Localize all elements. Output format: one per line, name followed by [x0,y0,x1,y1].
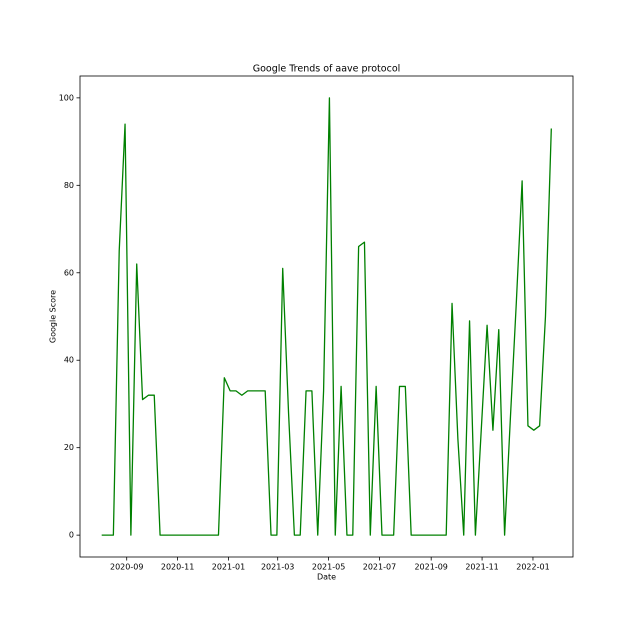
x-tick-label: 2020-11 [161,563,194,572]
x-tick-label: 2021-01 [212,563,245,572]
y-tick-label: 40 [64,356,74,365]
x-tick-label: 2021-09 [414,563,447,572]
line [101,97,552,536]
x-tick-label: 2021-11 [465,563,498,572]
x-tick-label: 2021-03 [261,563,294,572]
x-tick-label: 2021-07 [363,563,396,572]
y-tick-label: 20 [64,443,74,452]
x-tick-label: 2020-09 [110,563,143,572]
y-tick-label: 0 [69,531,74,540]
x-axis-label: Date [317,573,336,582]
y-axis-label: Google Score [49,290,58,343]
x-tick-label: 2022-01 [516,563,549,572]
x-tick-label: 2021-05 [312,563,345,572]
y-tick-label: 60 [64,268,74,277]
chart-title: Google Trends of aave protocol [253,64,401,75]
plot-frame [79,75,574,558]
y-tick-label: 80 [64,181,74,190]
y-tick-label: 100 [59,93,74,102]
